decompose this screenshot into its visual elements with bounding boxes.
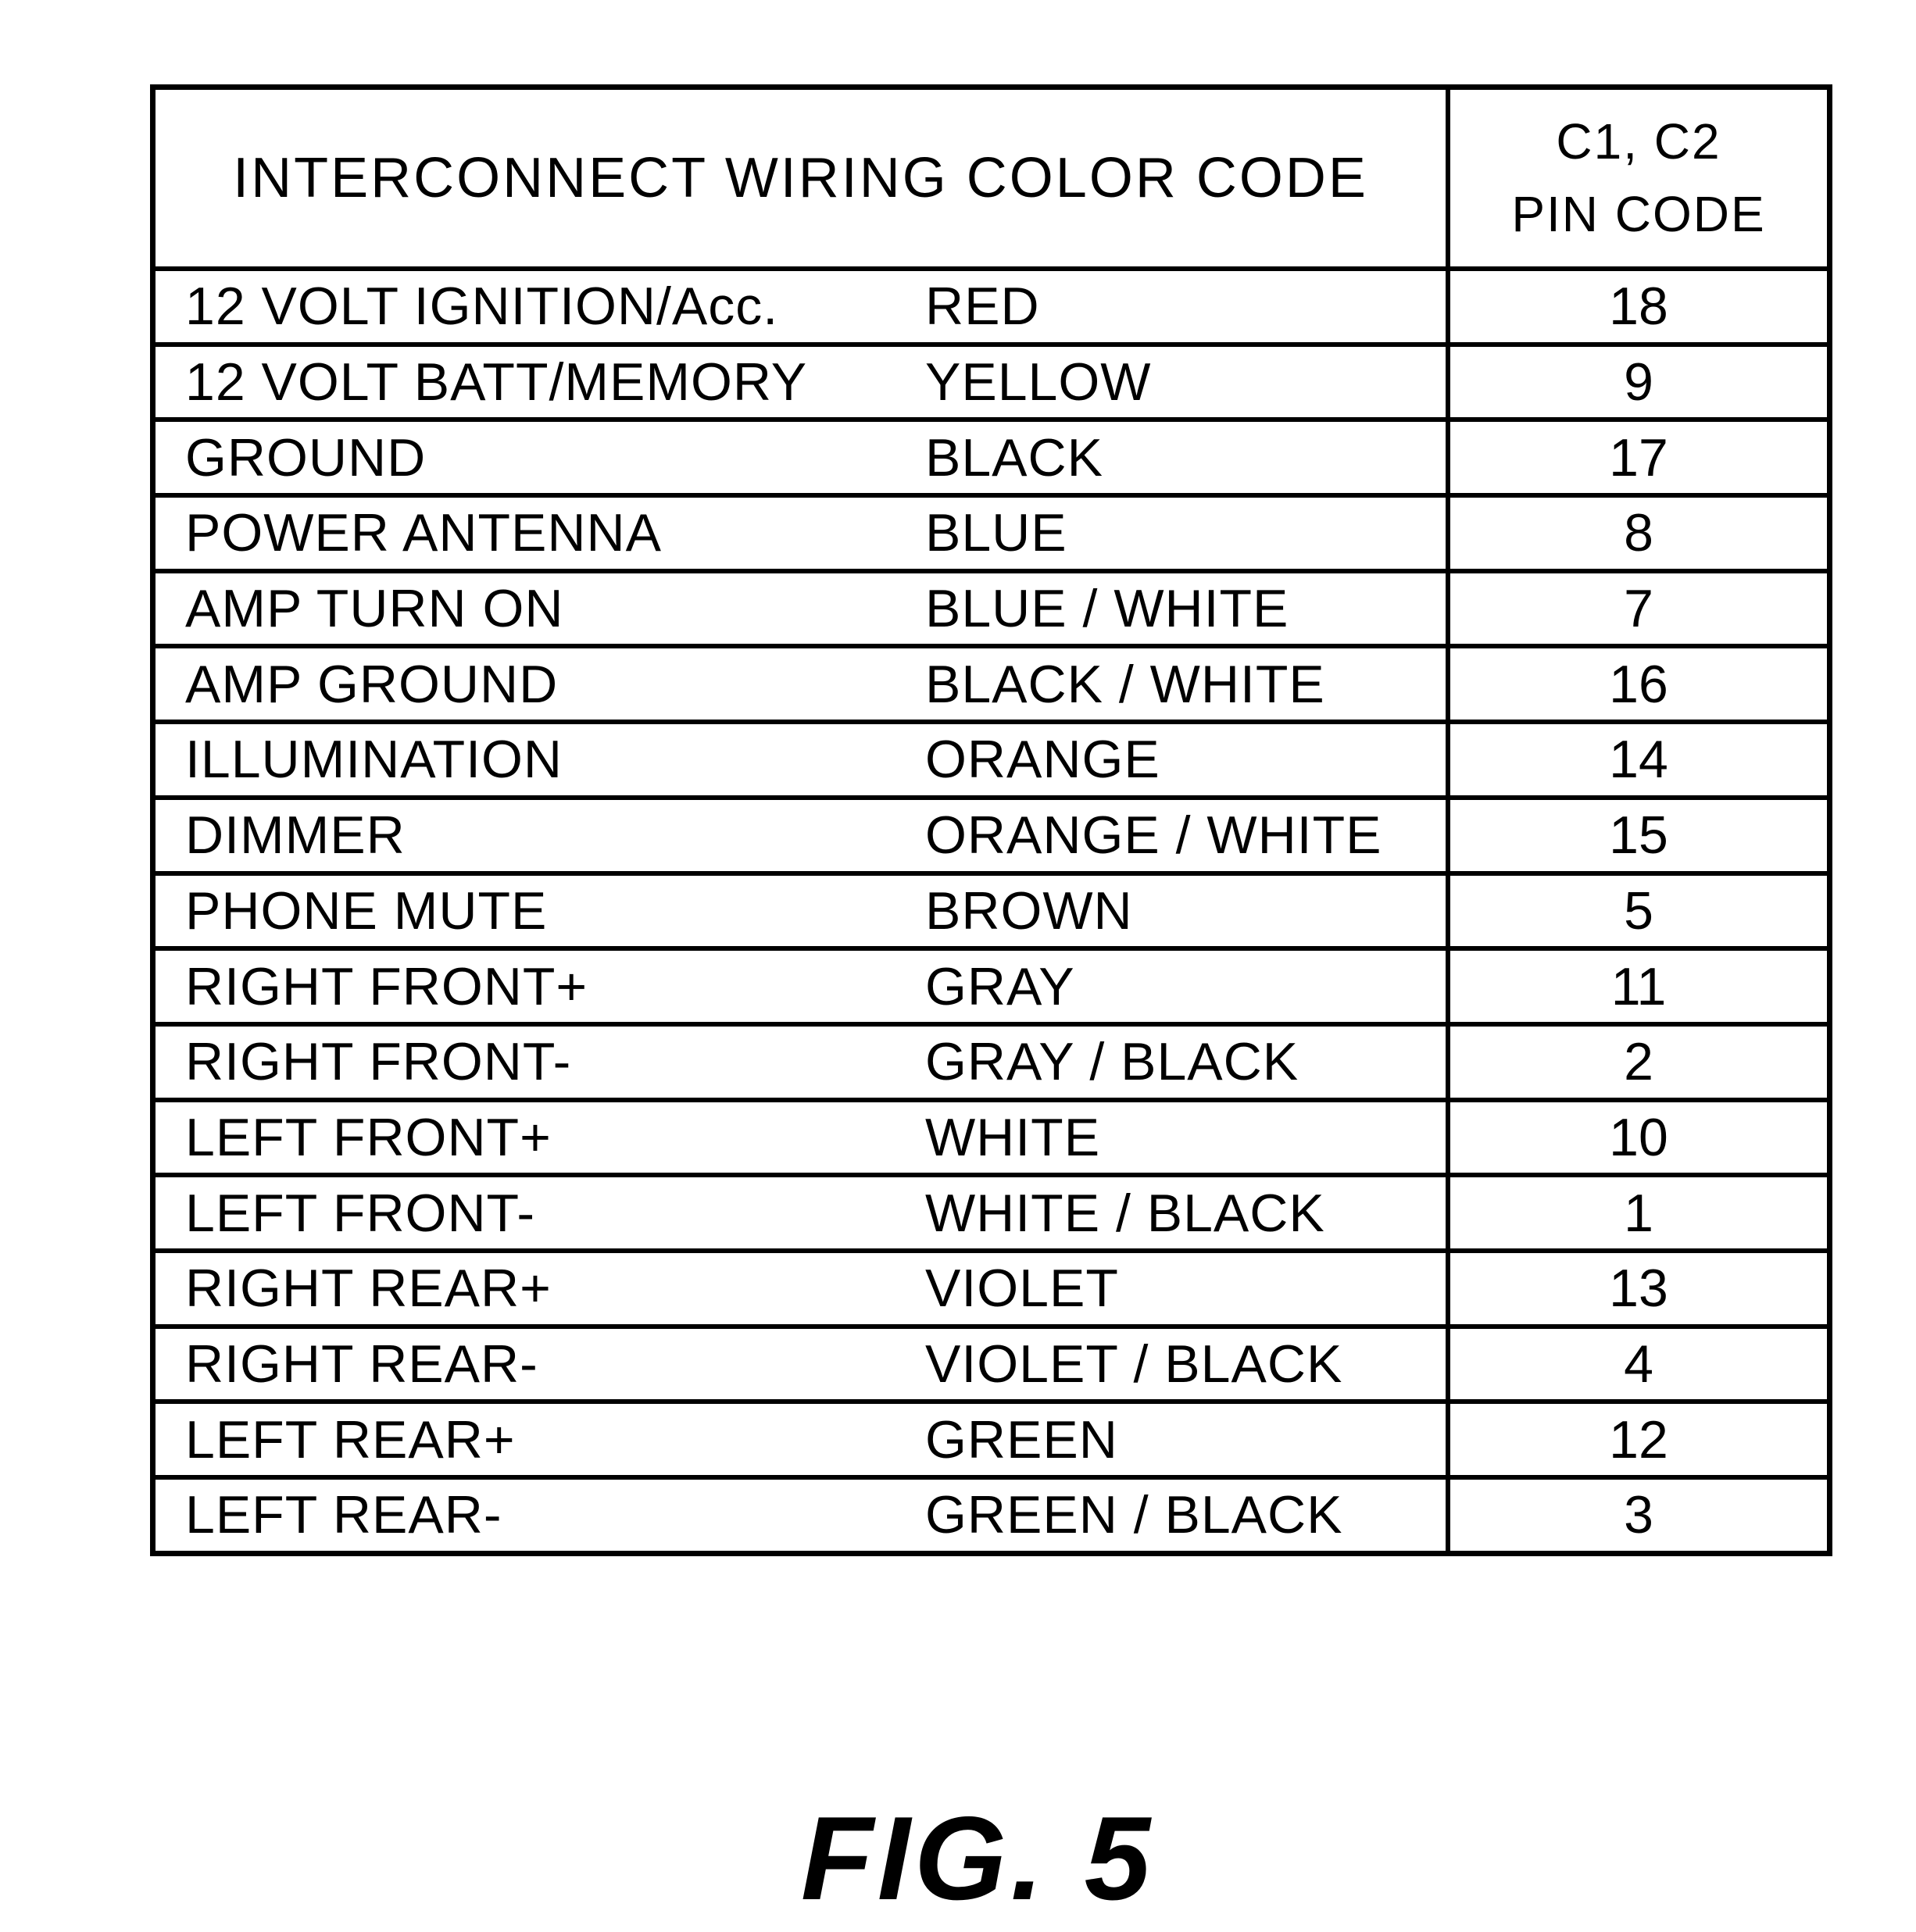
wire-color-label: ORANGE: [925, 730, 1160, 790]
table-body: 12 VOLT IGNITION/Acc. RED 18 12 VOLT BATT/M…: [155, 266, 1827, 1551]
pin-header-line2: PIN CODE: [1511, 186, 1766, 242]
pin-value: 18: [1446, 271, 1827, 342]
wire-color-label: WHITE / BLACK: [925, 1183, 1325, 1243]
table-row: 12 VOLT IGNITION/Acc. RED 18: [155, 266, 1827, 342]
pin-value: 10: [1446, 1102, 1827, 1173]
pin-value: 4: [1446, 1328, 1827, 1400]
wire-color-label: YELLOW: [925, 352, 1152, 412]
signal-cell: 12 VOLT IGNITION/Acc. RED: [155, 271, 1446, 342]
signal-label: AMP GROUND: [185, 654, 559, 714]
column-header-pin-code: C1, C2 PIN CODE: [1446, 90, 1827, 266]
table-row: ILLUMINATION ORANGE 14: [155, 720, 1827, 795]
signal-cell: LEFT FRONT+ WHITE: [155, 1102, 1446, 1173]
signal-cell: DIMMER ORANGE / WHITE: [155, 800, 1446, 871]
table-row: RIGHT REAR- VIOLET / BLACK 4: [155, 1323, 1827, 1400]
signal-label: RIGHT FRONT-: [185, 1032, 572, 1092]
pin-value: 2: [1446, 1026, 1827, 1098]
wire-color-label: BROWN: [925, 880, 1133, 941]
pin-value: 17: [1446, 422, 1827, 494]
table-row: DIMMER ORANGE / WHITE 15: [155, 795, 1827, 871]
pin-header-line1: C1, C2: [1556, 113, 1721, 170]
pin-value: 7: [1446, 573, 1827, 645]
signal-cell: PHONE MUTE BROWN: [155, 876, 1446, 947]
table-row: AMP TURN ON BLUE / WHITE 7: [155, 568, 1827, 645]
pin-value: 8: [1446, 498, 1827, 569]
signal-cell: ILLUMINATION ORANGE: [155, 724, 1446, 795]
signal-label: DIMMER: [185, 805, 406, 866]
table-row: LEFT FRONT+ WHITE 10: [155, 1097, 1827, 1173]
signal-label: ILLUMINATION: [185, 730, 563, 790]
signal-label: RIGHT FRONT+: [185, 956, 588, 1016]
signal-cell: RIGHT REAR- VIOLET / BLACK: [155, 1329, 1446, 1400]
signal-label: LEFT REAR-: [185, 1485, 502, 1545]
pin-value: 3: [1446, 1480, 1827, 1551]
signal-label: LEFT REAR+: [185, 1409, 516, 1470]
wire-color-label: GREEN / BLACK: [925, 1485, 1343, 1545]
table-row: LEFT REAR- GREEN / BLACK 3: [155, 1475, 1827, 1551]
signal-cell: LEFT REAR+ GREEN: [155, 1404, 1446, 1475]
wire-color-label: GRAY / BLACK: [925, 1032, 1299, 1092]
table-row: POWER ANTENNA BLUE 8: [155, 493, 1827, 569]
signal-cell: LEFT REAR- GREEN / BLACK: [155, 1480, 1446, 1551]
signal-label: 12 VOLT BATT/MEMORY: [185, 352, 808, 412]
pin-value: 15: [1446, 799, 1827, 871]
wire-color-label: BLACK: [925, 427, 1103, 487]
table-row: LEFT REAR+ GREEN 12: [155, 1399, 1827, 1475]
table-row: 12 VOLT BATT/MEMORY YELLOW 9: [155, 341, 1827, 418]
signal-label: GROUND: [185, 427, 427, 487]
wire-color-label: RED: [925, 277, 1040, 337]
signal-label: PHONE MUTE: [185, 880, 548, 941]
pin-value: 5: [1446, 875, 1827, 947]
wire-color-label: GREEN: [925, 1409, 1118, 1470]
wire-color-label: BLACK / WHITE: [925, 654, 1325, 714]
table-row: PHONE MUTE BROWN 5: [155, 870, 1827, 947]
column-header-interconnect-wiring-color-code: INTERCONNECT WIRING COLOR CODE: [233, 147, 1368, 209]
signal-label: LEFT FRONT+: [185, 1107, 552, 1167]
wire-color-label: GRAY: [925, 956, 1075, 1016]
table-row: LEFT FRONT- WHITE / BLACK 1: [155, 1173, 1827, 1248]
table-header-row: INTERCONNECT WIRING COLOR CODE C1, C2 PI…: [155, 90, 1827, 266]
table-row: RIGHT FRONT- GRAY / BLACK 2: [155, 1021, 1827, 1098]
pin-value: 13: [1446, 1252, 1827, 1324]
pin-value: 12: [1446, 1404, 1827, 1475]
table-row: GROUND BLACK 17: [155, 417, 1827, 494]
signal-cell: AMP TURN ON BLUE / WHITE: [155, 573, 1446, 645]
wire-color-label: WHITE: [925, 1107, 1101, 1167]
signal-label: AMP TURN ON: [185, 579, 564, 639]
pin-value: 9: [1446, 346, 1827, 418]
wire-color-label: BLUE: [925, 503, 1067, 563]
pin-value: 14: [1446, 724, 1827, 795]
signal-label: POWER ANTENNA: [185, 503, 662, 563]
signal-label: RIGHT REAR+: [185, 1259, 552, 1319]
wiring-color-code-table: INTERCONNECT WIRING COLOR CODE C1, C2 PI…: [150, 84, 1832, 1556]
figure-caption: FIG. 5: [800, 1792, 1155, 1925]
signal-label: RIGHT REAR-: [185, 1334, 538, 1394]
pin-value: 1: [1446, 1177, 1827, 1248]
pin-value: 11: [1446, 951, 1827, 1022]
signal-cell: POWER ANTENNA BLUE: [155, 498, 1446, 569]
wire-color-label: BLUE / WHITE: [925, 579, 1289, 639]
wire-color-label: VIOLET: [925, 1259, 1119, 1319]
signal-cell: RIGHT FRONT- GRAY / BLACK: [155, 1027, 1446, 1098]
wire-color-label: VIOLET / BLACK: [925, 1334, 1343, 1394]
signal-cell: RIGHT REAR+ VIOLET: [155, 1253, 1446, 1324]
pin-value: 16: [1446, 648, 1827, 720]
table-row: RIGHT FRONT+ GRAY 11: [155, 946, 1827, 1022]
signal-cell: GROUND BLACK: [155, 422, 1446, 493]
table-row: RIGHT REAR+ VIOLET 13: [155, 1248, 1827, 1324]
signal-label: 12 VOLT IGNITION/Acc.: [185, 277, 779, 337]
signal-label: LEFT FRONT-: [185, 1183, 535, 1243]
signal-cell: 12 VOLT BATT/MEMORY YELLOW: [155, 347, 1446, 418]
signal-cell: LEFT FRONT- WHITE / BLACK: [155, 1177, 1446, 1248]
signal-cell: RIGHT FRONT+ GRAY: [155, 951, 1446, 1022]
table-row: AMP GROUND BLACK / WHITE 16: [155, 644, 1827, 720]
wire-color-label: ORANGE / WHITE: [925, 805, 1382, 866]
signal-cell: AMP GROUND BLACK / WHITE: [155, 648, 1446, 720]
